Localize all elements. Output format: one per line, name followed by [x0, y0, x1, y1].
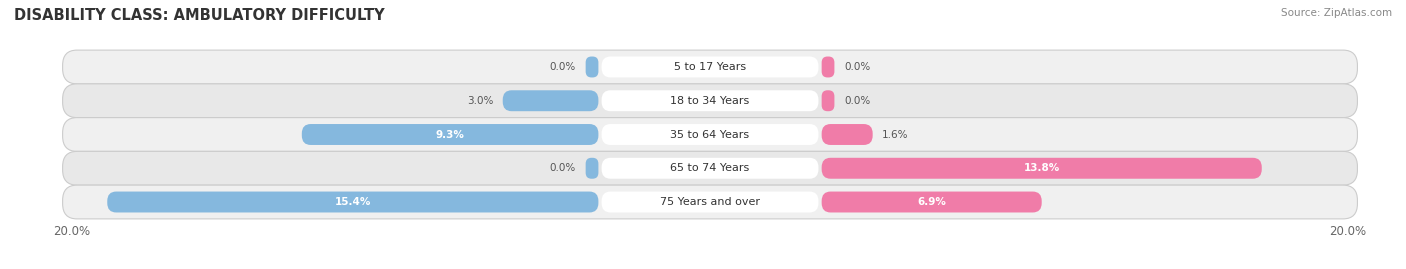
FancyBboxPatch shape — [107, 192, 599, 213]
FancyBboxPatch shape — [821, 192, 1042, 213]
FancyBboxPatch shape — [602, 124, 818, 145]
Text: 0.0%: 0.0% — [844, 96, 870, 106]
FancyBboxPatch shape — [821, 158, 1261, 179]
FancyBboxPatch shape — [63, 84, 1357, 118]
Text: 15.4%: 15.4% — [335, 197, 371, 207]
Text: 65 to 74 Years: 65 to 74 Years — [671, 163, 749, 173]
Text: 0.0%: 0.0% — [550, 62, 576, 72]
FancyBboxPatch shape — [821, 56, 834, 77]
Text: 6.9%: 6.9% — [917, 197, 946, 207]
FancyBboxPatch shape — [586, 56, 599, 77]
FancyBboxPatch shape — [602, 192, 818, 213]
FancyBboxPatch shape — [63, 118, 1357, 151]
Text: 18 to 34 Years: 18 to 34 Years — [671, 96, 749, 106]
Text: 75 Years and over: 75 Years and over — [659, 197, 761, 207]
FancyBboxPatch shape — [63, 185, 1357, 219]
Text: 5 to 17 Years: 5 to 17 Years — [673, 62, 747, 72]
Text: 9.3%: 9.3% — [436, 129, 464, 140]
Text: DISABILITY CLASS: AMBULATORY DIFFICULTY: DISABILITY CLASS: AMBULATORY DIFFICULTY — [14, 8, 385, 23]
FancyBboxPatch shape — [602, 90, 818, 111]
FancyBboxPatch shape — [302, 124, 599, 145]
Text: Source: ZipAtlas.com: Source: ZipAtlas.com — [1281, 8, 1392, 18]
FancyBboxPatch shape — [602, 56, 818, 77]
Text: 0.0%: 0.0% — [844, 62, 870, 72]
FancyBboxPatch shape — [602, 158, 818, 179]
FancyBboxPatch shape — [586, 158, 599, 179]
Text: 35 to 64 Years: 35 to 64 Years — [671, 129, 749, 140]
Text: 0.0%: 0.0% — [550, 163, 576, 173]
Text: 13.8%: 13.8% — [1024, 163, 1060, 173]
FancyBboxPatch shape — [821, 90, 834, 111]
FancyBboxPatch shape — [503, 90, 599, 111]
Text: 3.0%: 3.0% — [467, 96, 494, 106]
FancyBboxPatch shape — [63, 50, 1357, 84]
Text: 1.6%: 1.6% — [882, 129, 908, 140]
FancyBboxPatch shape — [821, 124, 873, 145]
FancyBboxPatch shape — [63, 151, 1357, 185]
